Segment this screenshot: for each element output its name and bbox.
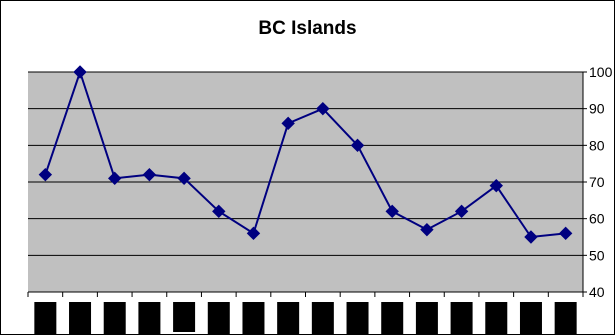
y-tick-label-80: 80 xyxy=(589,137,605,153)
series-line xyxy=(44,68,566,239)
data-point xyxy=(73,65,87,79)
y-tick-label-40: 40 xyxy=(589,284,605,300)
data-point xyxy=(524,230,538,244)
data-point xyxy=(420,222,434,237)
chart-title: BC Islands xyxy=(258,18,357,39)
data-points xyxy=(38,65,573,244)
x-label-redaction xyxy=(207,302,230,335)
x-label-redaction xyxy=(554,302,577,335)
data-point xyxy=(108,171,122,186)
y-tick-label-70: 70 xyxy=(589,174,605,190)
data-point xyxy=(38,167,53,182)
data-point xyxy=(350,138,365,153)
data-point xyxy=(385,204,399,219)
y-axis-tick-labels: 40 50 60 70 80 90 100 xyxy=(589,64,613,300)
x-label-redaction xyxy=(519,302,542,335)
data-point xyxy=(558,226,573,241)
axes xyxy=(27,71,587,297)
data-point xyxy=(489,178,503,193)
x-label-redaction xyxy=(34,302,57,335)
x-label-redaction xyxy=(346,302,369,335)
x-label-redaction xyxy=(381,302,404,334)
x-axis-redacted-labels xyxy=(34,302,577,335)
y-tick-label-100: 100 xyxy=(589,64,613,80)
y-tick-label-90: 90 xyxy=(589,101,605,117)
data-point xyxy=(281,116,295,131)
data-point xyxy=(177,171,191,186)
data-point xyxy=(454,204,469,219)
x-label-redaction xyxy=(173,302,196,332)
x-label-redaction xyxy=(138,302,161,335)
data-point xyxy=(246,226,261,241)
x-label-redaction xyxy=(103,302,126,335)
gridlines xyxy=(28,71,583,256)
x-label-redaction xyxy=(69,302,92,335)
data-point xyxy=(212,204,226,219)
x-label-redaction xyxy=(485,302,508,335)
x-label-redaction xyxy=(277,302,300,335)
x-label-redaction xyxy=(242,302,265,335)
data-point xyxy=(316,101,330,116)
y-tick-label-50: 50 xyxy=(589,247,605,263)
data-point xyxy=(142,167,157,182)
y-tick-label-60: 60 xyxy=(589,211,605,227)
x-label-redaction xyxy=(311,302,334,334)
x-label-redaction xyxy=(450,302,473,335)
x-label-redaction xyxy=(415,302,438,335)
